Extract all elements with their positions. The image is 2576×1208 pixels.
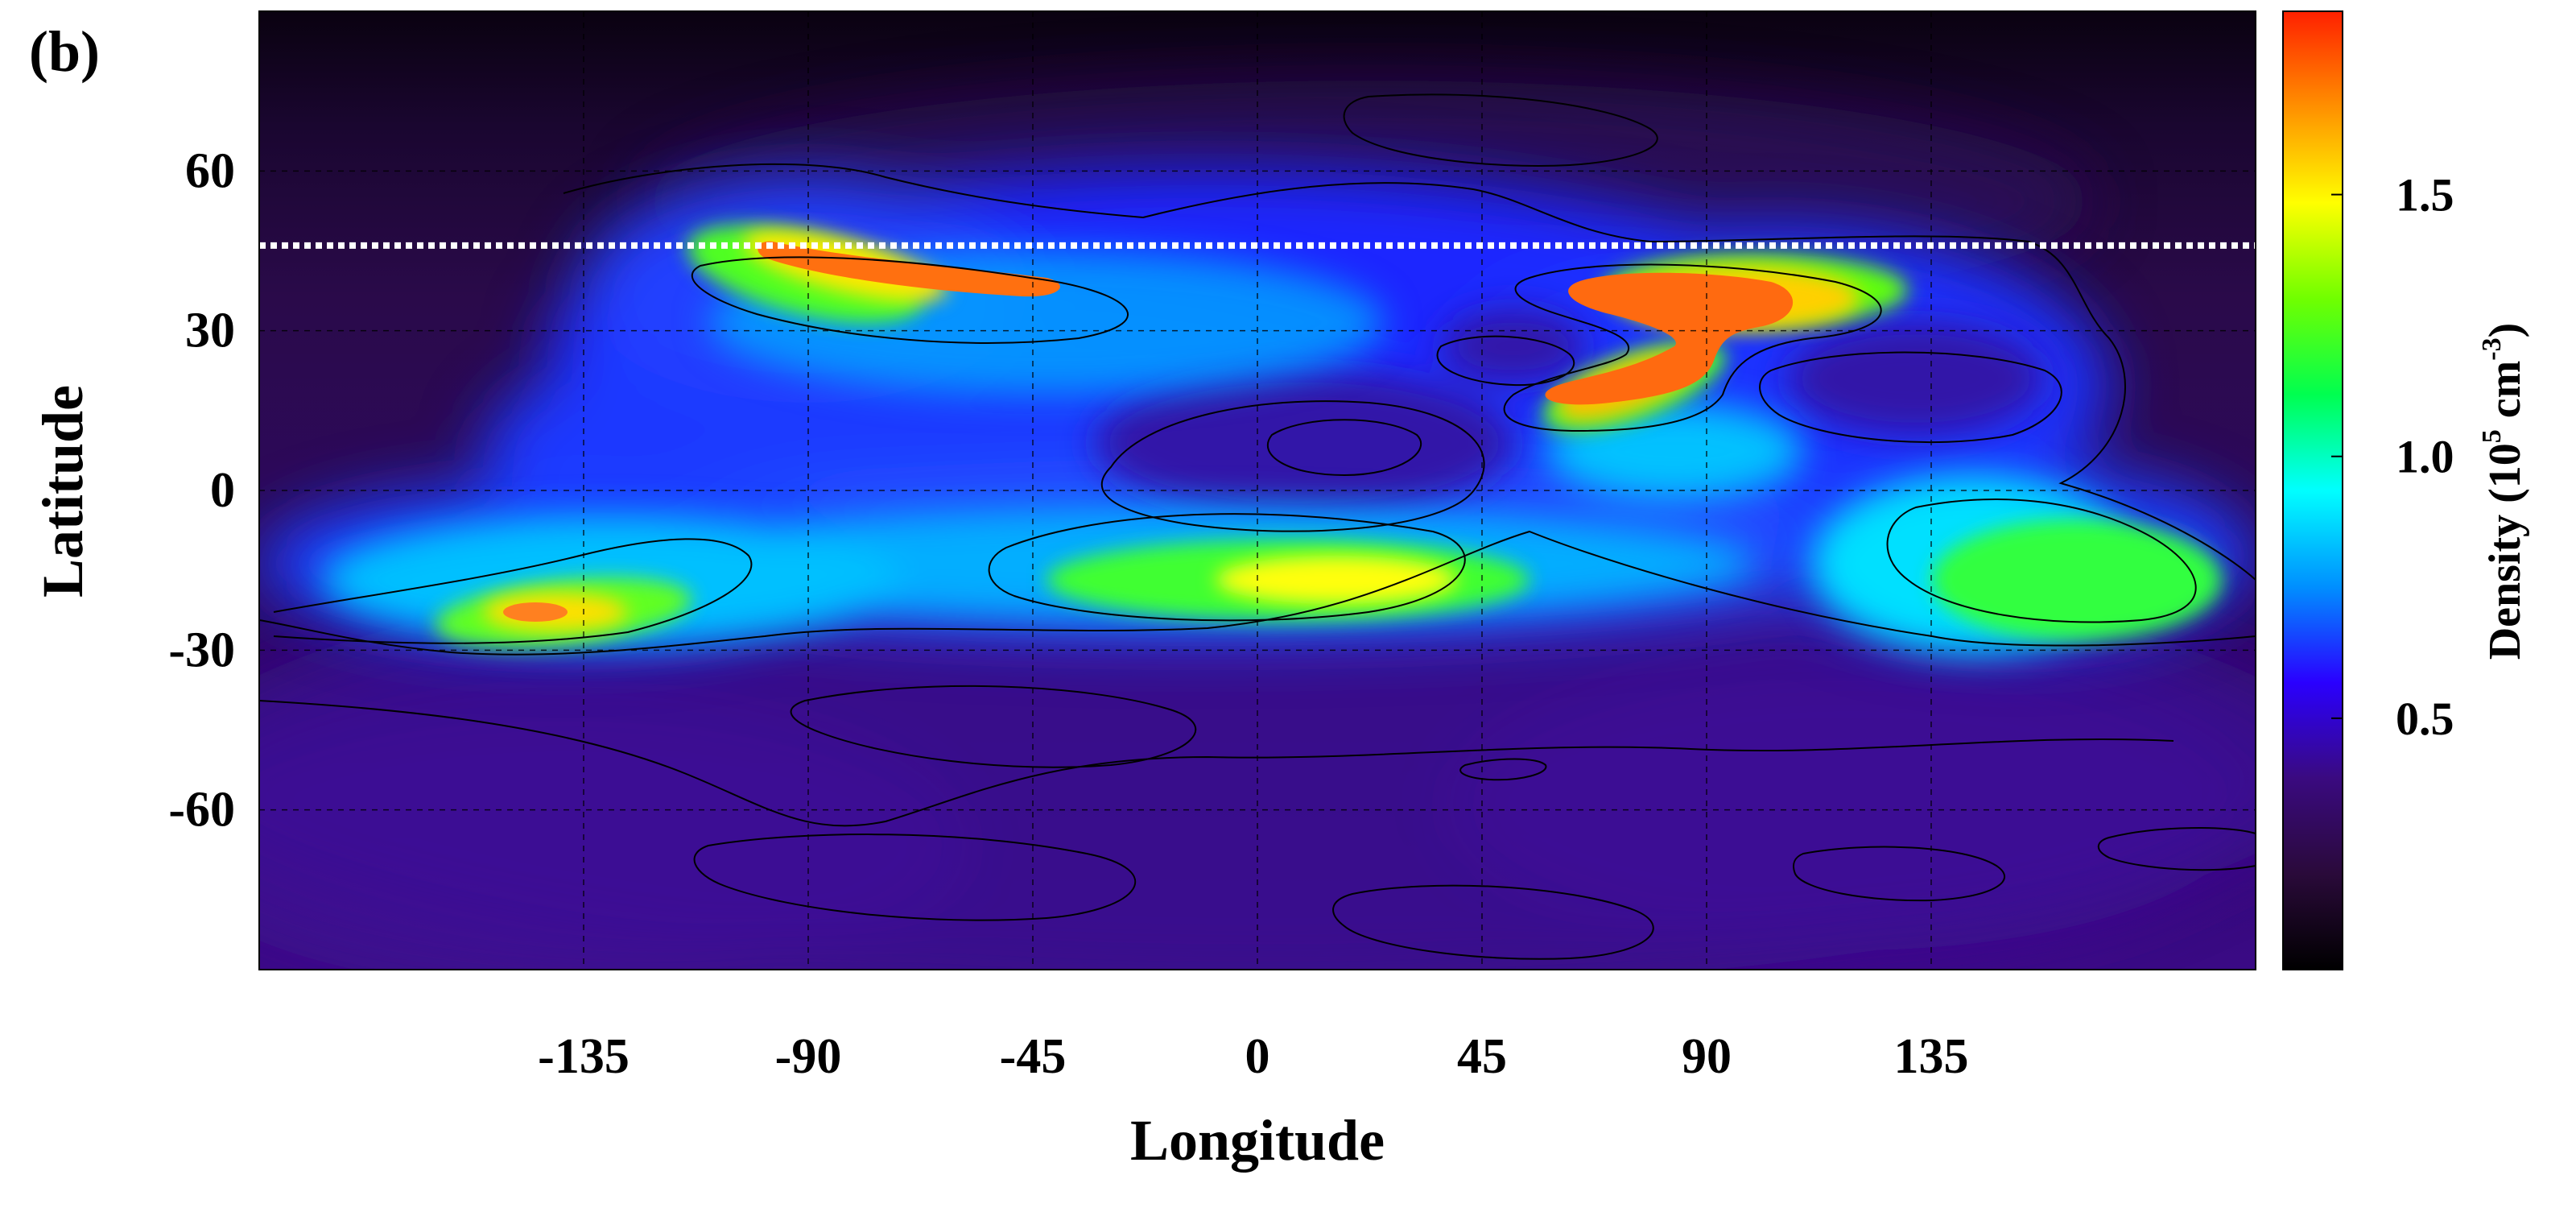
colorbar-label-mid: cm	[2480, 361, 2530, 430]
x-tick-label: -135	[538, 1029, 630, 1084]
colorbar-tick-label: 1.5	[2396, 169, 2454, 221]
y-tick-label: -60	[168, 783, 235, 838]
x-tick-label: 90	[1682, 1029, 1732, 1084]
x-tick-label: 45	[1457, 1029, 1507, 1084]
colorbar-label-exp1: 5	[2477, 429, 2507, 443]
colorbar-label-exp2: -3	[2477, 337, 2507, 360]
peak-north-east	[1545, 272, 1794, 405]
colorbar-tick-label: 0.5	[2396, 693, 2454, 745]
colorbar-label-end: )	[2480, 323, 2530, 338]
colorbar: 0.5 1.0 1.5 Density (105 cm-3)	[2282, 10, 2530, 970]
purple-plateau	[259, 81, 2256, 970]
peak-north-west	[758, 241, 1060, 297]
colorbar-tick-label: 1.0	[2396, 431, 2454, 483]
heatmap-area	[259, 11, 2256, 970]
x-axis-label: Longitude	[1130, 1108, 1385, 1173]
plot-frame	[258, 10, 2256, 970]
peak-south-west	[503, 602, 568, 622]
contour-lines	[259, 93, 2256, 960]
x-tick-labels: -135 -90 -45 0 45 90 135	[538, 1029, 1968, 1084]
grid-lines	[259, 11, 2256, 970]
y-tick-label: 60	[185, 143, 235, 198]
x-tick-label: -45	[1000, 1029, 1067, 1084]
colorbar-scale	[2282, 10, 2343, 970]
colorbar-label-base: Density (10	[2480, 443, 2530, 660]
y-axis-label: Latitude	[31, 385, 95, 598]
y-tick-label: 30	[185, 304, 235, 358]
colorbar-label: Density (105 cm-3)	[2477, 323, 2530, 660]
x-tick-label: 135	[1894, 1029, 1969, 1084]
y-tick-label: -30	[168, 623, 235, 677]
x-tick-label: -90	[775, 1029, 842, 1084]
orange-peaks	[503, 241, 1794, 622]
y-tick-labels: 60 30 0 -30 -60	[168, 143, 235, 837]
panel-label: (b)	[29, 19, 100, 84]
y-tick-label: 0	[210, 463, 235, 518]
x-tick-label: 0	[1245, 1029, 1270, 1084]
colorbar-ticks: 0.5 1.0 1.5	[2331, 169, 2454, 745]
low-trough	[1095, 310, 2045, 515]
